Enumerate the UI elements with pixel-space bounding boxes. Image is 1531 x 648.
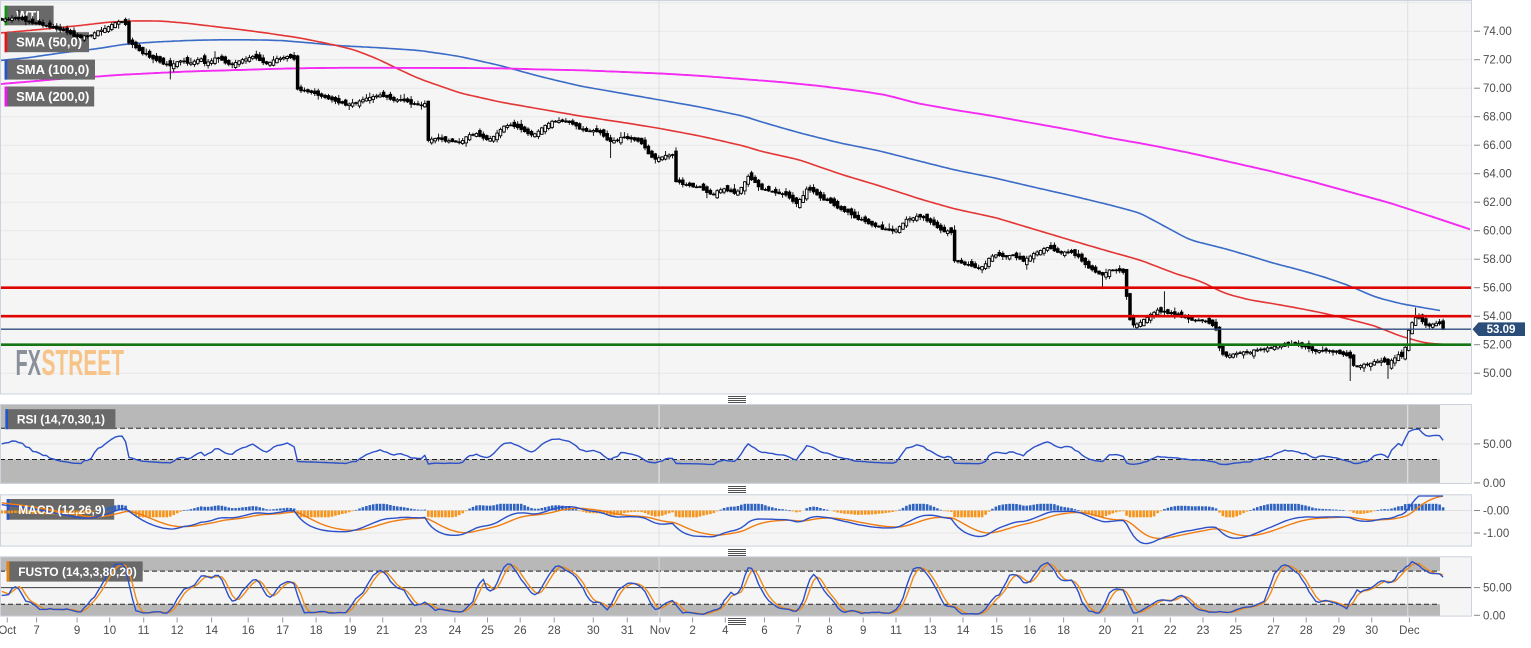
svg-text:16: 16: [242, 625, 255, 637]
svg-text:FUSTO (14,3,3,80,20): FUSTO (14,3,3,80,20): [18, 565, 137, 579]
svg-text:56.00: 56.00: [1483, 283, 1512, 295]
svg-text:53.09: 53.09: [1487, 324, 1516, 336]
svg-text:11: 11: [890, 625, 902, 637]
svg-text:27: 27: [1267, 625, 1280, 637]
svg-text:7: 7: [795, 625, 801, 637]
svg-text:13: 13: [924, 625, 937, 637]
svg-text:16: 16: [1024, 625, 1037, 637]
svg-text:25: 25: [481, 625, 494, 637]
svg-text:20: 20: [1099, 625, 1112, 637]
svg-text:STREET: STREET: [42, 342, 125, 383]
svg-text:WTI: WTI: [16, 8, 40, 23]
svg-text:11: 11: [138, 625, 150, 637]
svg-text:17: 17: [276, 625, 289, 637]
svg-text:15: 15: [990, 625, 1003, 637]
svg-text:2: 2: [689, 625, 695, 637]
svg-text:18: 18: [310, 625, 323, 637]
svg-text:72.00: 72.00: [1483, 55, 1512, 67]
svg-text:62.00: 62.00: [1483, 197, 1512, 209]
svg-text:0.00: 0.00: [1483, 610, 1505, 622]
svg-text:74.00: 74.00: [1483, 26, 1512, 38]
svg-text:54.00: 54.00: [1483, 311, 1512, 323]
svg-text:RSI (14,70,30,1): RSI (14,70,30,1): [17, 413, 105, 427]
svg-text:68.00: 68.00: [1483, 112, 1512, 124]
svg-text:30: 30: [587, 625, 600, 637]
svg-text:14: 14: [205, 625, 218, 637]
svg-text:10: 10: [103, 625, 116, 637]
svg-text:50.00: 50.00: [1483, 439, 1512, 451]
svg-text:28: 28: [548, 625, 561, 637]
svg-text:21: 21: [376, 625, 389, 637]
svg-text:8: 8: [826, 625, 832, 637]
svg-text:18: 18: [1057, 625, 1070, 637]
svg-text:SMA (100,0): SMA (100,0): [16, 62, 89, 77]
svg-text:12: 12: [171, 625, 184, 637]
svg-text:22: 22: [1164, 625, 1177, 637]
svg-text:70.00: 70.00: [1483, 83, 1512, 95]
svg-text:31: 31: [621, 625, 634, 637]
svg-text:FX: FX: [16, 342, 42, 383]
svg-text:25: 25: [1229, 625, 1242, 637]
svg-text:64.00: 64.00: [1483, 169, 1512, 181]
svg-text:14: 14: [957, 625, 970, 637]
svg-text:-0.00: -0.00: [1483, 506, 1509, 518]
svg-text:0.00: 0.00: [1483, 478, 1505, 490]
svg-text:52.00: 52.00: [1483, 340, 1512, 352]
svg-text:60.00: 60.00: [1483, 226, 1512, 238]
svg-text:58.00: 58.00: [1483, 254, 1512, 266]
svg-text:19: 19: [344, 625, 357, 637]
svg-text:6: 6: [761, 625, 767, 637]
svg-text:66.00: 66.00: [1483, 140, 1512, 152]
svg-text:SMA (50,0): SMA (50,0): [16, 35, 82, 50]
svg-text:Nov: Nov: [650, 625, 671, 637]
svg-text:Dec: Dec: [1399, 625, 1420, 637]
svg-text:SMA (200,0): SMA (200,0): [16, 89, 89, 104]
svg-text:29: 29: [1333, 625, 1346, 637]
svg-text:Oct: Oct: [0, 625, 17, 637]
svg-text:23: 23: [1197, 625, 1210, 637]
svg-text:9: 9: [860, 625, 866, 637]
svg-text:-1.00: -1.00: [1483, 528, 1509, 540]
svg-text:26: 26: [514, 625, 527, 637]
svg-text:MACD (12,26,9): MACD (12,26,9): [18, 503, 105, 517]
svg-text:30: 30: [1365, 625, 1378, 637]
svg-text:28: 28: [1300, 625, 1313, 637]
svg-text:50.00: 50.00: [1483, 583, 1512, 595]
svg-text:24: 24: [449, 625, 462, 637]
svg-text:9: 9: [74, 625, 80, 637]
svg-text:21: 21: [1131, 625, 1144, 637]
svg-text:4: 4: [722, 625, 729, 637]
svg-text:7: 7: [33, 625, 39, 637]
svg-text:50.00: 50.00: [1483, 368, 1512, 380]
svg-text:23: 23: [415, 625, 428, 637]
